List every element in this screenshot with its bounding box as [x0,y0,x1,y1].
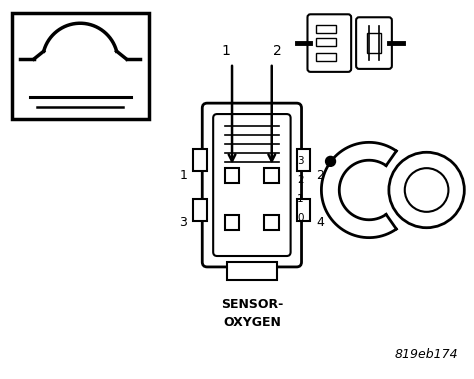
Bar [12,13,149,119]
Text: OXYGEN: OXYGEN [223,316,281,329]
Bar [225,168,239,183]
Text: 3: 3 [180,216,187,229]
Bar [227,262,277,280]
Text: 1: 1 [222,44,230,58]
Text: SENSOR-: SENSOR- [221,298,283,311]
Bar [225,215,239,230]
FancyBboxPatch shape [202,103,301,267]
FancyBboxPatch shape [356,17,392,69]
Bar [264,215,279,230]
Text: 0: 0 [297,213,303,223]
Bar [367,33,381,53]
Text: 1: 1 [180,169,187,182]
Bar [297,199,310,221]
FancyBboxPatch shape [308,14,351,72]
Text: 2: 2 [273,44,282,58]
Bar [193,149,207,171]
Bar [317,25,336,33]
Circle shape [326,157,336,166]
Text: 819eb174: 819eb174 [395,348,458,361]
Circle shape [405,168,448,212]
Bar [193,199,207,221]
Bar [264,168,279,183]
Bar [317,38,336,46]
Text: 2: 2 [317,169,324,182]
Circle shape [389,152,465,228]
Bar [317,53,336,61]
Text: 4: 4 [317,216,324,229]
Text: 3: 3 [297,156,303,166]
Text: 2: 2 [297,175,303,185]
Bar [297,149,310,171]
Text: 1: 1 [297,194,303,204]
FancyBboxPatch shape [213,114,291,256]
